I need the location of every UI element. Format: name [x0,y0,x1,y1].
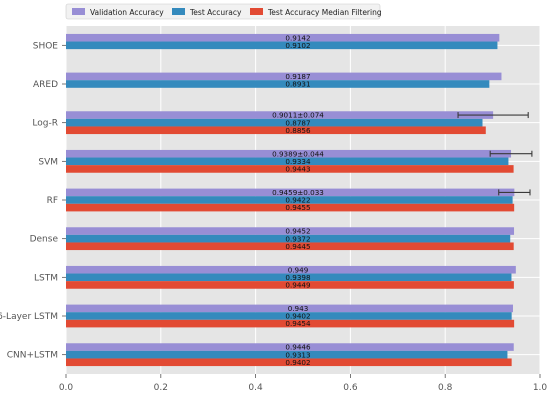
x-tick-label: 0.8 [438,383,453,393]
y-tick-label: LSTM [34,273,58,283]
bar-label: 0.9452 [285,227,310,236]
bar [66,312,512,320]
bar-label: 0.9443 [285,165,310,174]
bar [66,350,508,359]
bar [66,273,512,282]
bar [66,265,516,274]
bar-label: 0.9389±0.044 [272,149,324,158]
bar-label: 0.943 [288,304,309,313]
legend-label: Test Accuracy [189,8,242,17]
bar-label: 0.9454 [285,319,311,328]
bar-label: 0.9446 [285,343,311,352]
bar [66,188,515,197]
bar [66,227,515,235]
legend-swatch [72,8,85,15]
bar [66,319,515,328]
bar [66,41,498,50]
legend: Validation Accuracy Test Accuracy Test Acc… [65,3,382,20]
bar-label: 0.8787 [285,118,310,127]
y-axis-labels: SHOE ARED Log-R SVM RF Dense LSTM 6-Layer LSTM C… [0,41,66,361]
bar-label: 0.9187 [285,72,310,81]
bar [66,343,514,351]
y-tick-label: SVM [38,157,58,167]
bar [66,80,490,88]
bar [66,358,512,367]
bar-label: 0.9402 [285,358,310,367]
y-tick-label: Dense [30,235,59,245]
x-axis-ticks: 0.0 0.2 0.4 0.6 0.8 1.0 [59,374,548,393]
bar [66,203,515,212]
bar [66,33,500,42]
y-tick-label: 6-Layer LSTM [0,312,58,322]
bar-label: 0.9422 [285,196,310,205]
bar-label: 0.9011±0.074 [272,111,324,120]
bar [66,196,513,204]
bar [66,157,509,166]
bar-label: 0.9313 [285,350,310,359]
legend-swatch [250,8,263,15]
bar [66,111,494,119]
bar-label: 0.9445 [285,242,310,251]
legend-box [65,3,381,20]
bar-label: 0.9102 [285,41,310,50]
bar-label: 0.9372 [285,234,310,243]
bar-label: 0.9334 [285,157,311,166]
bar [66,72,502,81]
x-tick-label: 0.4 [248,383,263,393]
y-tick-label: SHOE [33,41,59,51]
bar-label: 0.8856 [285,126,311,135]
bar [66,304,513,313]
bar [66,165,514,173]
x-tick-label: 0.2 [154,383,168,393]
y-tick-label: RF [47,196,58,206]
bar-label: 0.8931 [285,80,310,89]
bar [66,281,514,289]
legend-swatch [172,8,185,15]
bar-label: 0.9455 [285,203,310,212]
bar-label: 0.9402 [285,312,310,321]
bar-label: 0.9449 [285,281,311,290]
bar [66,149,512,158]
error-bars [457,112,533,196]
bar-label: 0.949 [288,265,309,274]
bar [66,126,486,135]
y-tick-label: ARED [33,80,58,90]
y-tick-label: CNN+LSTM [7,351,58,361]
bar-label: 0.9398 [285,273,311,282]
bar-label: 0.9459±0.033 [272,188,324,197]
x-tick-label: 0.0 [59,383,74,393]
bar [66,242,514,251]
legend-label: Validation Accuracy [90,8,164,17]
bar [66,118,483,127]
x-tick-label: 1.0 [533,383,548,393]
y-tick-label: Log-R [32,119,58,129]
bars [66,33,516,367]
legend-label: Test Accuracy Median Filtering [267,8,382,17]
bar [66,234,511,243]
bar-label: 0.9142 [285,33,310,42]
x-tick-label: 0.6 [343,383,358,393]
